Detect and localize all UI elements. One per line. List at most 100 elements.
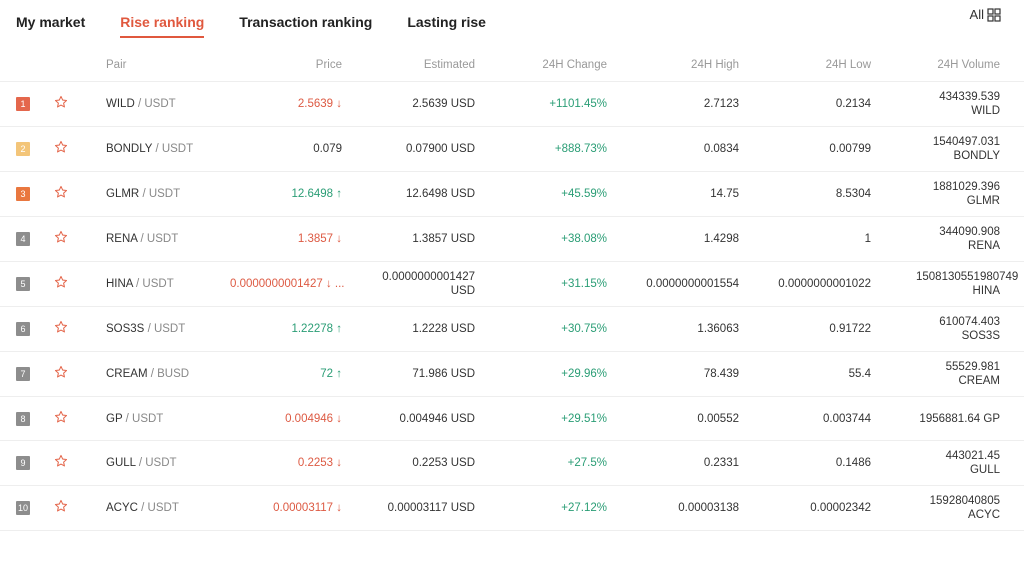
pair-cell: ACYC / USDT xyxy=(100,485,230,531)
base-asset: RENA xyxy=(106,233,138,245)
low: 0.003744 xyxy=(739,396,871,441)
star-cell xyxy=(50,306,100,352)
change: +29.96% xyxy=(475,351,607,397)
price-cell: 0.079 xyxy=(230,126,345,172)
table-row[interactable]: 9 GULL / USDT 0.2253 ↓ 0.2253 USD +27.5% 0.23… xyxy=(0,440,1024,486)
star-icon[interactable] xyxy=(54,320,68,334)
quote-asset: / USDT xyxy=(142,188,181,200)
change: +45.59% xyxy=(475,171,607,217)
change: +1101.45% xyxy=(475,81,607,127)
tab[interactable]: My market xyxy=(16,14,86,30)
rank-cell: 5 xyxy=(0,261,50,307)
high: 0.2331 xyxy=(607,440,739,486)
price: 0.00003117 xyxy=(273,502,334,514)
rank-badge: 6 xyxy=(16,322,30,336)
star-cell xyxy=(50,216,100,262)
table-row[interactable]: 2 BONDLY / USDT 0.079 0.07900 USD +888.73% 0.… xyxy=(0,126,1024,172)
tab[interactable]: Rise ranking xyxy=(120,14,205,38)
quote-asset: / BUSD xyxy=(150,368,190,380)
price-cell: 12.6498 ↑ xyxy=(230,171,345,217)
table-row[interactable]: 1 WILD / USDT 2.5639 ↓ 2.5639 USD +1101.45% 2… xyxy=(0,81,1024,127)
low: 0.00799 xyxy=(739,126,871,172)
base-asset: ACYC xyxy=(106,502,138,514)
estimated: 71.986 USD xyxy=(345,351,475,397)
column-header: 24H High xyxy=(691,58,739,71)
price-arrow: ↓ xyxy=(336,233,342,245)
table-row[interactable]: 4 RENA / USDT 1.3857 ↓ 1.3857 USD +38.08% 1.4… xyxy=(0,216,1024,262)
table-row[interactable]: 7 CREAM / BUSD 72 ↑ 71.986 USD +29.96% 78.439… xyxy=(0,351,1024,397)
base-asset: BONDLY xyxy=(106,143,153,155)
table-row[interactable]: 6 SOS3S / USDT 1.22278 ↑ 1.2228 USD +30.75% 1… xyxy=(0,306,1024,352)
low: 0.91722 xyxy=(739,306,871,352)
rank-badge: 7 xyxy=(16,367,30,381)
table-row[interactable]: 5 HINA / USDT 0.0000000001427 ↓ ... 0.00000… xyxy=(0,261,1024,307)
star-cell xyxy=(50,261,100,307)
column-header: Price xyxy=(315,58,342,71)
rank-badge: 8 xyxy=(16,411,30,426)
pair-cell: GLMR / USDT xyxy=(100,171,230,217)
star-icon[interactable] xyxy=(54,275,68,289)
base-asset: GULL xyxy=(106,457,136,469)
tab[interactable]: Lasting rise xyxy=(407,14,486,30)
rank-badge: 4 xyxy=(16,232,30,246)
all-button[interactable]: All xyxy=(970,7,1001,22)
table-row[interactable]: 8 GP / USDT 0.004946 ↓ 0.004946 USD +29.51% 0… xyxy=(0,396,1024,441)
column-header: 24H Volume xyxy=(937,58,1000,71)
estimated: 0.004946 USD xyxy=(345,396,475,441)
star-icon[interactable] xyxy=(54,454,68,468)
pair-cell: HINA / USDT xyxy=(100,261,230,307)
rank-badge: 2 xyxy=(16,142,30,156)
low: 8.5304 xyxy=(739,171,871,217)
rank-cell: 8 xyxy=(0,396,50,441)
estimated: 1.2228 USD xyxy=(345,306,475,352)
change: +30.75% xyxy=(475,306,607,352)
change: +27.12% xyxy=(475,485,607,531)
volume: 344090.908 RENA xyxy=(871,216,1024,262)
star-cell xyxy=(50,485,100,531)
star-icon[interactable] xyxy=(54,499,68,513)
low: 1 xyxy=(739,216,871,262)
star-icon[interactable] xyxy=(54,230,68,244)
price-cell: 0.004946 ↓ xyxy=(230,396,345,441)
column-header: Estimated xyxy=(423,58,475,71)
high: 1.36063 xyxy=(607,306,739,352)
star-icon[interactable] xyxy=(54,140,68,154)
quote-asset: / USDT xyxy=(141,502,179,514)
base-asset: GLMR xyxy=(106,188,140,200)
price-arrow: ↓ xyxy=(336,502,342,514)
star-icon[interactable] xyxy=(54,95,68,109)
price: 12.6498 xyxy=(291,188,334,200)
price: 0.079 xyxy=(313,143,342,155)
rank-cell: 2 xyxy=(0,126,50,172)
low: 55.4 xyxy=(739,351,871,397)
table-row[interactable]: 10 ACYC / USDT 0.00003117 ↓ 0.00003117 USD +… xyxy=(0,485,1024,531)
star-cell xyxy=(50,171,100,217)
star-icon[interactable] xyxy=(54,185,68,199)
high: 2.7123 xyxy=(607,81,739,127)
price-arrow: ↑ xyxy=(336,188,342,200)
high: 14.75 xyxy=(607,171,739,217)
low: 0.00002342 xyxy=(739,485,871,531)
price: 1.22278 xyxy=(291,323,334,335)
tab[interactable]: Transaction ranking xyxy=(239,14,373,30)
star-icon[interactable] xyxy=(54,410,68,424)
low: 0.0000000001022 xyxy=(739,261,871,307)
rank-badge: 5 xyxy=(16,277,30,291)
base-asset: HINA xyxy=(106,278,133,290)
quote-asset: / USDT xyxy=(155,143,194,155)
rank-cell: 9 xyxy=(0,440,50,486)
base-asset: GP xyxy=(106,412,123,425)
star-cell xyxy=(50,81,100,127)
price-cell: 1.22278 ↑ xyxy=(230,306,345,352)
table-row[interactable]: 3 GLMR / USDT 12.6498 ↑ 12.6498 USD +45.59% 1… xyxy=(0,171,1024,217)
price: 0.0000000001427 xyxy=(230,278,323,290)
high: 0.0834 xyxy=(607,126,739,172)
change: +38.08% xyxy=(475,216,607,262)
star-icon[interactable] xyxy=(54,365,68,379)
price-cell: 72 ↑ xyxy=(230,351,345,397)
change: +29.51% xyxy=(475,396,607,441)
volume: 1881029.396 GLMR xyxy=(871,171,1024,217)
quote-asset: / USDT xyxy=(137,98,176,110)
all-label: All xyxy=(969,7,984,22)
